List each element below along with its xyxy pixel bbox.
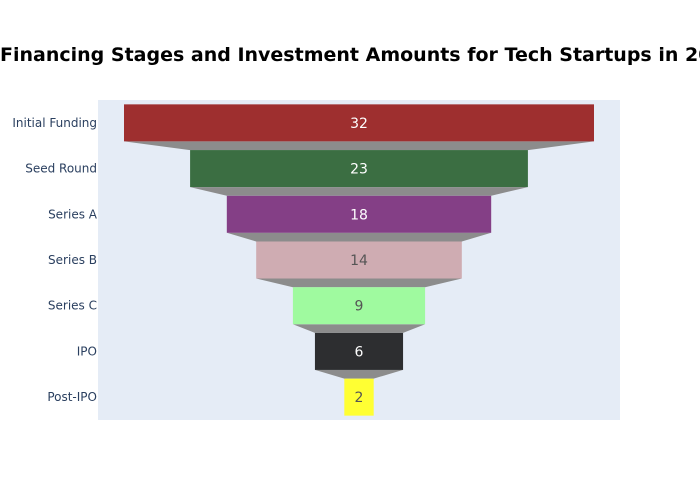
funnel-connector: [226, 232, 492, 242]
category-tick-label: Series B: [48, 253, 97, 267]
funnel-bars: [124, 104, 594, 416]
funnel-bar: [124, 104, 594, 142]
category-tick-label: Series A: [48, 207, 98, 221]
funnel-bar: [226, 195, 492, 233]
funnel-connector: [124, 141, 594, 151]
funnel-bar: [190, 150, 528, 188]
value-label: 14: [350, 253, 368, 269]
funnel-connector: [190, 187, 528, 196]
value-label: 18: [350, 207, 368, 223]
value-label: 6: [355, 344, 364, 360]
funnel-bar: [256, 241, 462, 279]
value-labels: 32 23 18 14 9 6 2: [350, 116, 368, 406]
funnel-connector: [314, 369, 404, 379]
value-label: 9: [355, 299, 364, 315]
category-tick-label: Post-IPO: [47, 390, 97, 404]
funnel-connector: [256, 278, 462, 288]
category-tick-labels: Initial Funding Seed Round Series A Series …: [12, 116, 97, 404]
category-tick-label: Series C: [48, 299, 97, 313]
category-tick-label: Initial Funding: [12, 116, 97, 130]
category-tick-label: Seed Round: [25, 162, 97, 176]
value-label: 2: [355, 390, 364, 406]
chart-title: Financing Stages and Investment Amounts …: [0, 44, 700, 66]
value-label: 23: [350, 162, 368, 178]
funnel-bar: [344, 378, 374, 416]
funnel-connectors: [124, 141, 594, 379]
value-label: 32: [350, 116, 368, 132]
category-tick-label: IPO: [77, 344, 97, 358]
funnel-bar: [292, 287, 426, 325]
funnel-bar: [314, 332, 404, 370]
funnel-connector: [292, 324, 426, 333]
